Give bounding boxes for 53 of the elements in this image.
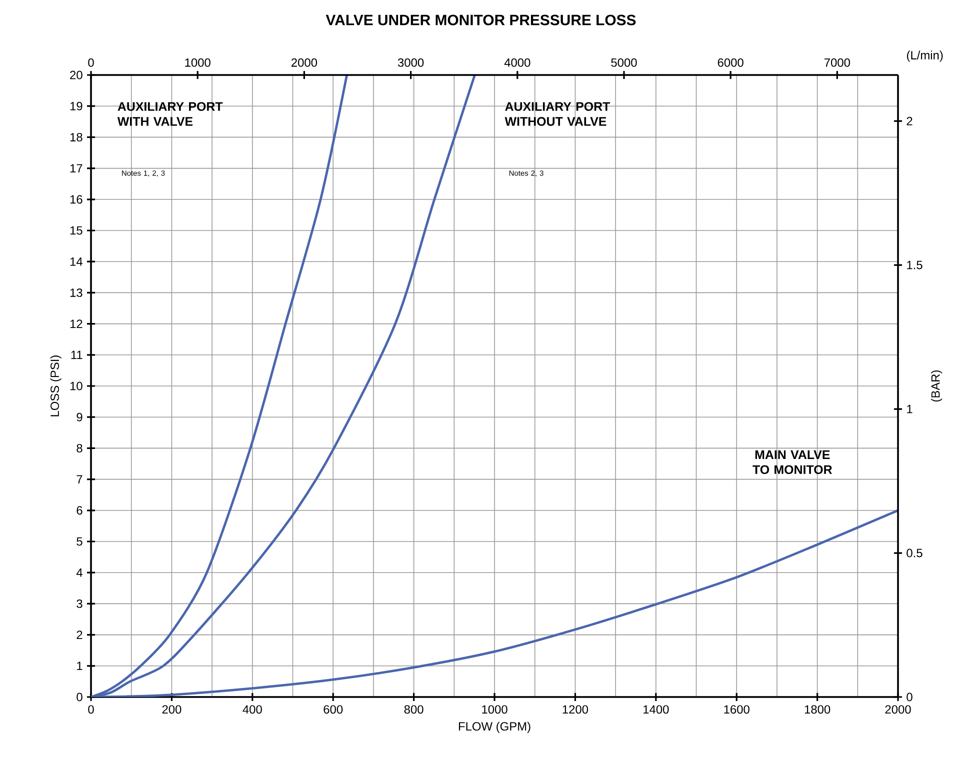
x2-axis-title: (L/min) (906, 50, 943, 62)
y-tick-label: 19 (70, 102, 82, 110)
y-tick-label: 9 (76, 412, 82, 422)
y-tick-label: 5 (76, 537, 82, 546)
x-tick-label: 600 (324, 705, 343, 714)
y-tick-label: 2 (76, 630, 82, 639)
x-tick-label: 1200 (562, 705, 588, 714)
y-tick-label: 4 (76, 568, 82, 577)
x-tick-label: 0 (88, 705, 94, 714)
chart-title: VALVE UNDER MONITOR PRESSURE LOSS (326, 14, 636, 26)
y-tick-label: 11 (71, 350, 82, 360)
x2-tick-label: 7000 (824, 58, 850, 67)
x-tick-label: 1400 (644, 705, 669, 714)
x2-tick-label: 6000 (718, 58, 744, 67)
y-tick-label: 15 (70, 226, 82, 235)
y-tick-label: 13 (70, 288, 82, 297)
x-axis-title: FLOW (GPM) (458, 722, 530, 733)
x-tick-label: 400 (242, 705, 262, 714)
y-tick-label: 8 (76, 444, 82, 452)
y-tick-label: 16 (70, 195, 82, 204)
y-tick-label: 18 (70, 132, 82, 142)
x2-tick-label: 5000 (611, 58, 637, 67)
y-tick-label: 1 (77, 662, 82, 670)
x2-tick-label: 2000 (291, 58, 318, 67)
y2-tick-label: 2 (906, 116, 912, 126)
y-tick-label: 6 (76, 506, 82, 515)
annotation: MAIN VALVE TO MONITOR (752, 450, 832, 474)
x2-tick-label: 3000 (398, 58, 424, 67)
y-tick-label: 0 (76, 692, 82, 702)
y-tick-label: 20 (70, 70, 82, 80)
x-tick-label: 2000 (885, 705, 911, 714)
x-tick-label: 1600 (724, 705, 750, 714)
x2-tick-label: 0 (88, 58, 94, 67)
x2-tick-label: 1000 (185, 58, 210, 67)
y-tick-label: 14 (70, 257, 82, 266)
x2-tick-label: 4000 (504, 58, 530, 67)
y-axis-title: LOSS (PSI) (50, 356, 62, 416)
y2-tick-label: 1 (907, 404, 912, 414)
y2-tick-label: 0.5 (906, 548, 922, 558)
y-tick-label: 12 (70, 320, 82, 328)
y-tick-label: 17 (70, 164, 82, 172)
y2-axis-title: (BAR) (930, 370, 942, 402)
x-tick-label: 1000 (482, 705, 508, 714)
y-tick-label: 7 (76, 475, 82, 484)
x-tick-label: 200 (162, 705, 182, 714)
annotation: AUXILIARY PORT WITH VALVE (117, 102, 223, 126)
annotation: AUXILIARY PORT WITHOUT VALVE (504, 102, 610, 126)
x-tick-label: 800 (404, 705, 424, 714)
y-tick-label: 10 (70, 382, 82, 390)
x-tick-label: 1800 (804, 705, 830, 714)
y2-tick-label: 0 (906, 692, 912, 702)
y2-tick-label: 1.5 (907, 260, 922, 270)
y-tick-label: 3 (76, 599, 82, 608)
